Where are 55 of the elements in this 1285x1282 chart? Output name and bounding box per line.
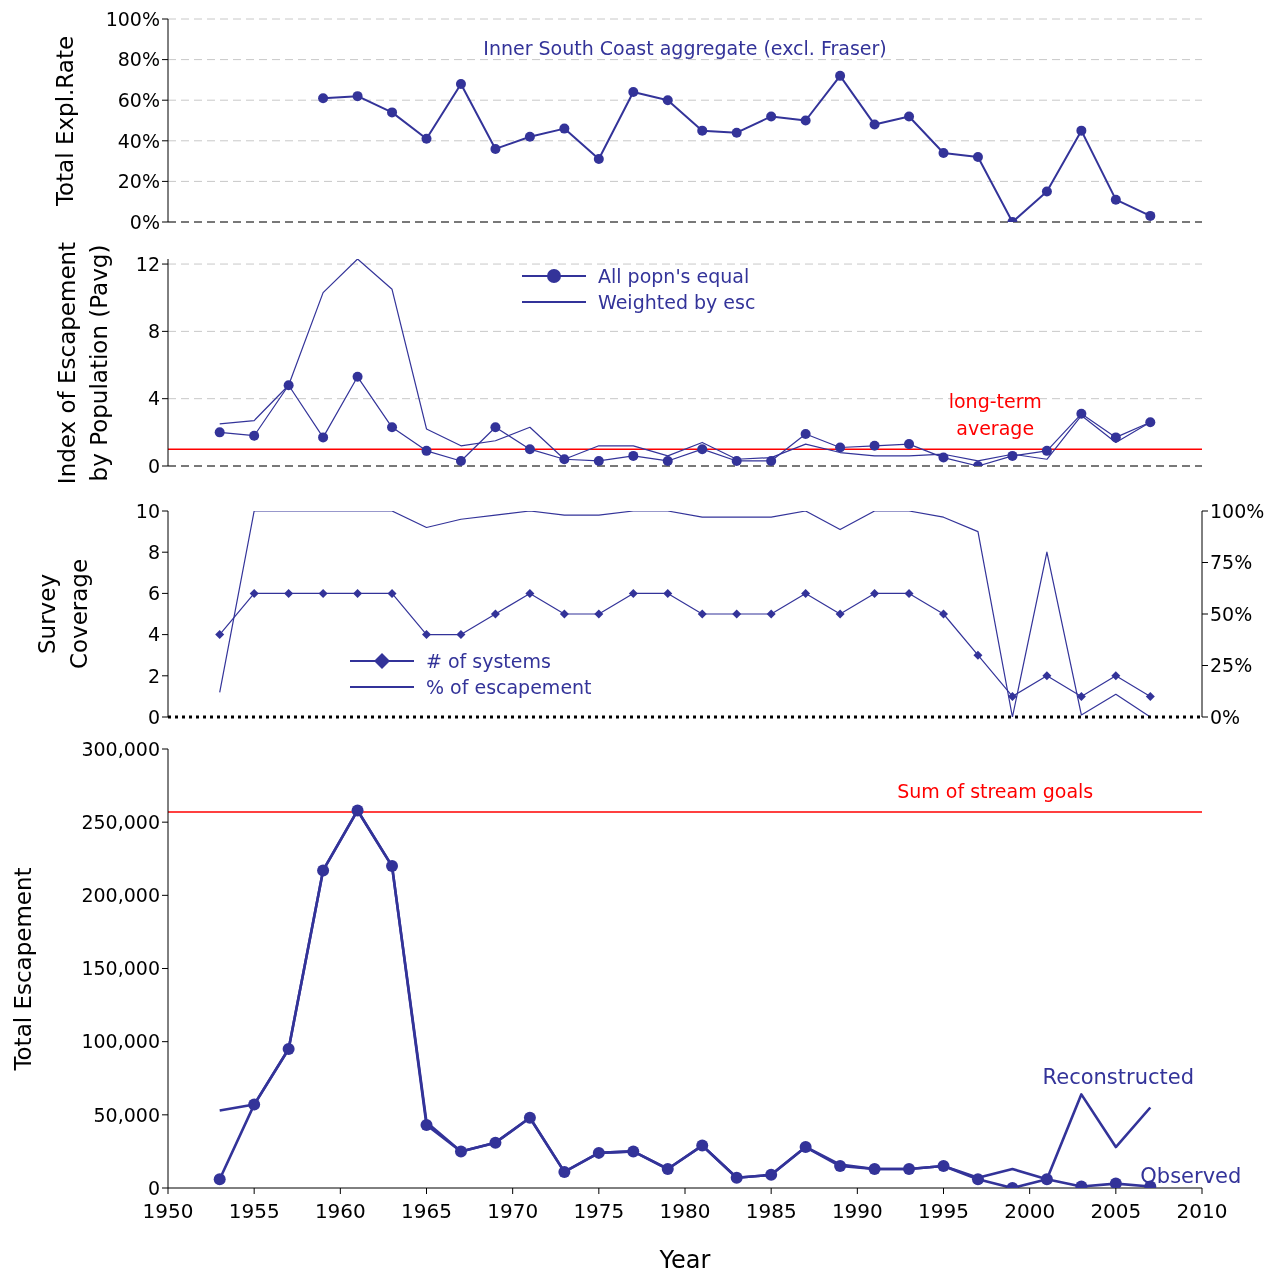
y-tick-label: 6	[147, 582, 160, 605]
x-tick-label: 1970	[487, 1199, 539, 1224]
x-tick-label: 2000	[1004, 1199, 1056, 1224]
x-tick-label: 1980	[659, 1199, 711, 1224]
legend-label: % of escapement	[426, 676, 592, 698]
series-label: Reconstructed	[1042, 1064, 1195, 1089]
y-tick-label: 300,000	[81, 737, 160, 760]
y-tick-label: 0	[147, 454, 160, 477]
x-tick-label: 1965	[401, 1199, 452, 1224]
y-axis-title: Index of Escapement by Population (Pavg)	[54, 241, 112, 484]
y-tick-label: 2	[147, 664, 160, 687]
y-tick-label: 0	[147, 1176, 160, 1199]
x-axis-title: Year	[658, 1246, 711, 1274]
text: Inner South Coast aggregate (excl. Fraser)	[482, 37, 888, 59]
y-tick-label: 200,000	[81, 884, 160, 907]
x-tick-label: 1985	[745, 1199, 797, 1224]
y-axis-title: Total Escapement	[9, 865, 37, 1073]
y-tick-label: 80%	[117, 48, 160, 71]
y-axis-title: Survey Coverage	[34, 558, 92, 670]
x-tick-label: 1995	[918, 1199, 969, 1224]
y-tick-label: 100,000	[81, 1030, 160, 1053]
y2-tick-label: 75%	[1210, 551, 1253, 574]
x-tick-label: 1990	[831, 1199, 883, 1224]
y-tick-label: 8	[147, 540, 160, 563]
y-tick-label: 20%	[117, 170, 160, 193]
y-tick-label: 0%	[129, 210, 160, 233]
x-tick-label: 1960	[314, 1199, 366, 1224]
x-tick-label: 1975	[573, 1199, 625, 1224]
y-tick-label: 4	[147, 623, 160, 646]
y2-tick-label: 50%	[1210, 602, 1253, 625]
y2-tick-label: 25%	[1210, 654, 1253, 677]
y-tick-label: 250,000	[81, 810, 160, 833]
x-tick-label: 2010	[1176, 1199, 1228, 1224]
y-tick-label: 8	[147, 320, 160, 343]
ref-line-label: long-term average	[948, 390, 1042, 440]
y-tick-label: 10	[135, 499, 160, 522]
y-axis-title: Total Expl.Rate	[52, 35, 78, 206]
y-tick-label: 4	[147, 387, 160, 410]
y-tick-label: 12	[135, 252, 160, 275]
y-tick-label: 100%	[105, 7, 160, 30]
y2-tick-label: 100%	[1210, 499, 1265, 522]
series-label: Observed	[1140, 1163, 1242, 1188]
legend-label: Weighted by esc	[598, 291, 756, 313]
y-tick-label: 60%	[117, 88, 160, 111]
x-tick-label: 2005	[1090, 1199, 1142, 1224]
y2-tick-label: 0%	[1210, 705, 1241, 728]
y-tick-label: 150,000	[81, 957, 160, 980]
y-tick-label: 50,000	[93, 1103, 160, 1126]
legend-label: # of systems	[426, 650, 551, 672]
legend-label: All popn's equal	[598, 265, 750, 287]
x-tick-label: 1950	[142, 1199, 194, 1224]
x-tick-label: 1955	[228, 1199, 280, 1224]
y-tick-label: 0	[147, 705, 160, 728]
y-tick-label: 40%	[117, 129, 160, 152]
ref-line-label: Sum of stream goals	[897, 779, 1094, 802]
